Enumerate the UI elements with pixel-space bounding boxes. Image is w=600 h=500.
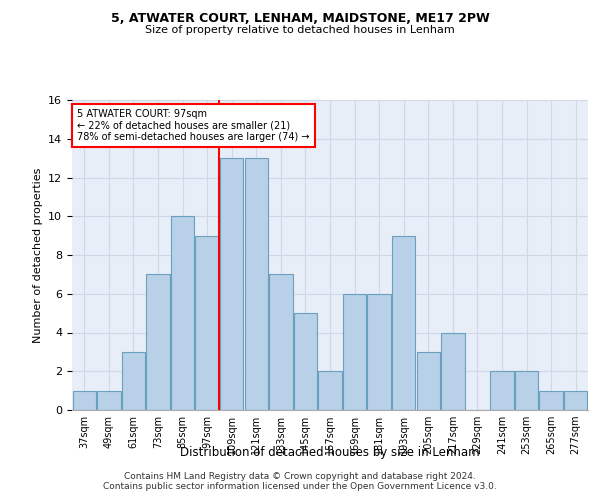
Bar — [171, 216, 194, 410]
Text: 5 ATWATER COURT: 97sqm
← 22% of detached houses are smaller (21)
78% of semi-det: 5 ATWATER COURT: 97sqm ← 22% of detached… — [77, 110, 310, 142]
Bar — [196, 236, 219, 410]
Text: Size of property relative to detached houses in Lenham: Size of property relative to detached ho… — [145, 25, 455, 35]
Bar — [319, 371, 341, 410]
Bar — [73, 390, 96, 410]
Bar — [367, 294, 391, 410]
Bar — [146, 274, 170, 410]
Text: Distribution of detached houses by size in Lenham: Distribution of detached houses by size … — [180, 446, 480, 459]
Bar — [416, 352, 440, 410]
Y-axis label: Number of detached properties: Number of detached properties — [32, 168, 43, 342]
Bar — [97, 390, 121, 410]
Bar — [515, 371, 538, 410]
Bar — [220, 158, 244, 410]
Bar — [392, 236, 415, 410]
Bar — [343, 294, 366, 410]
Bar — [294, 313, 317, 410]
Bar — [245, 158, 268, 410]
Text: Contains HM Land Registry data © Crown copyright and database right 2024.: Contains HM Land Registry data © Crown c… — [124, 472, 476, 481]
Bar — [564, 390, 587, 410]
Bar — [269, 274, 293, 410]
Bar — [539, 390, 563, 410]
Text: 5, ATWATER COURT, LENHAM, MAIDSTONE, ME17 2PW: 5, ATWATER COURT, LENHAM, MAIDSTONE, ME1… — [110, 12, 490, 26]
Bar — [490, 371, 514, 410]
Bar — [441, 332, 464, 410]
Text: Contains public sector information licensed under the Open Government Licence v3: Contains public sector information licen… — [103, 482, 497, 491]
Bar — [122, 352, 145, 410]
